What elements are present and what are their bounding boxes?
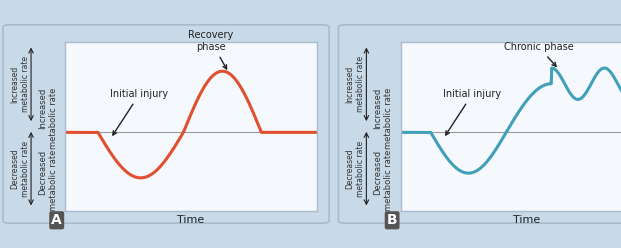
Text: Initial injury: Initial injury [111, 89, 168, 135]
Text: Increased
metabolic rate: Increased metabolic rate [39, 87, 58, 149]
Text: Decreased
metabolic rate: Decreased metabolic rate [39, 150, 58, 211]
Text: Recovery
phase: Recovery phase [188, 31, 233, 69]
Text: Decreased
metabolic rate: Decreased metabolic rate [345, 141, 365, 197]
X-axis label: Time: Time [178, 215, 204, 225]
Text: Initial injury: Initial injury [443, 89, 501, 135]
Text: Chronic phase: Chronic phase [504, 42, 574, 66]
Text: B: B [387, 213, 397, 227]
Text: A: A [52, 213, 62, 227]
Text: Increased
metabolic rate: Increased metabolic rate [374, 87, 393, 149]
Text: Decreased
metabolic rate: Decreased metabolic rate [374, 150, 393, 211]
X-axis label: Time: Time [513, 215, 540, 225]
Text: Increased
metabolic rate: Increased metabolic rate [345, 56, 365, 112]
Text: Decreased
metabolic rate: Decreased metabolic rate [10, 141, 30, 197]
Text: Increased
metabolic rate: Increased metabolic rate [10, 56, 30, 112]
